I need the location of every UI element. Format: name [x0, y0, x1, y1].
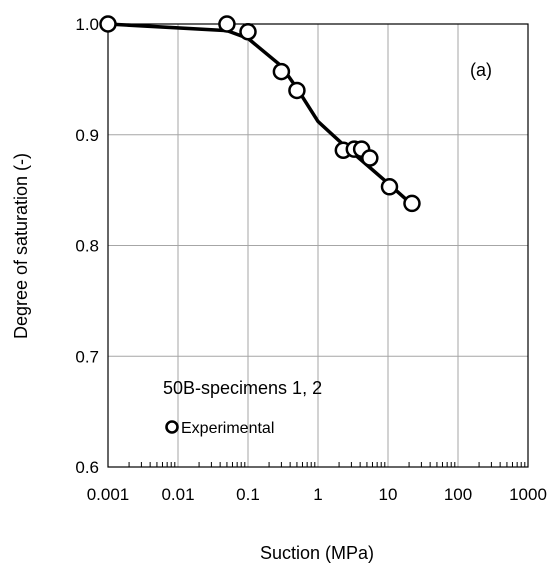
y-tick-label: 0.6	[75, 458, 99, 477]
experimental-point	[288, 81, 306, 100]
legend-label-experimental: Experimental	[181, 420, 274, 437]
x-tick-label: 0.1	[236, 485, 260, 504]
experimental-point	[380, 178, 399, 196]
x-tick-label: 0.01	[161, 485, 194, 504]
x-tick-label: 10	[379, 485, 398, 504]
x-axis-title: Suction (MPa)	[260, 543, 374, 563]
experimental-point	[403, 194, 421, 213]
y-tick-labels: 0.6 0.7 0.8 0.9 1.0	[75, 15, 99, 477]
experimental-point	[239, 23, 257, 41]
panel-label: (a)	[470, 60, 492, 80]
experimental-point	[272, 62, 291, 81]
y-axis-title: Degree of saturation (-)	[11, 153, 31, 339]
specimen-annotation: 50B-specimens 1, 2	[163, 378, 322, 398]
grid	[107, 23, 529, 468]
legend: Experimental	[165, 420, 274, 437]
y-tick-label: 0.7	[75, 347, 99, 366]
experimental-point	[99, 15, 117, 33]
x-tick-label: 0.001	[87, 485, 130, 504]
x-tick-label: 1000	[509, 485, 547, 504]
legend-marker-experimental	[165, 420, 179, 434]
plot-area	[107, 23, 529, 468]
experimental-point	[218, 15, 236, 33]
x-tick-labels: 0.001 0.01 0.1 1 10 100 1000	[87, 485, 547, 504]
series-layer	[99, 15, 421, 213]
fit-curve	[107, 22, 414, 206]
minor-ticks	[128, 462, 526, 467]
y-tick-label: 1.0	[75, 15, 99, 34]
x-tick-label: 1	[313, 485, 322, 504]
y-tick-label: 0.9	[75, 126, 99, 145]
experimental-point	[361, 149, 379, 167]
y-tick-label: 0.8	[75, 237, 99, 256]
x-tick-label: 100	[444, 485, 472, 504]
